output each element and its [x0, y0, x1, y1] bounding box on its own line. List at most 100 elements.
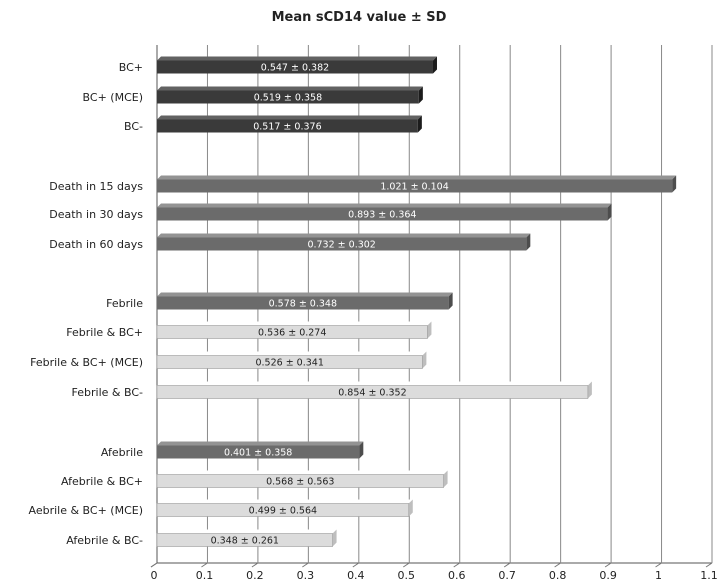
x-tick-label: 1.1	[700, 569, 718, 581]
bar-data-label: 0.854 ± 0.352	[338, 388, 406, 399]
category-label: Afebrile & BC+	[61, 475, 143, 488]
bar-group: 0.519 ± 0.358	[157, 86, 423, 104]
x-tick-label: 0.4	[347, 569, 365, 581]
bar-group: 0.568 ± 0.563	[156, 470, 448, 488]
bar-top-face	[157, 233, 531, 238]
bar-group: 0.578 ± 0.348	[157, 292, 453, 310]
category-label: Death in 30 days	[49, 208, 143, 221]
bar	[156, 355, 423, 369]
category-label: Febrile & BC+ (MCE)	[30, 356, 143, 369]
x-tick-label: 0.6	[448, 569, 466, 581]
tick-mark	[251, 562, 259, 568]
bar-data-label: 0.732 ± 0.302	[307, 240, 375, 251]
x-tick-label: 0	[151, 569, 158, 581]
tick-mark	[352, 562, 360, 568]
bar-top-face	[157, 292, 453, 297]
bar-side-face	[607, 203, 612, 221]
bar-data-label: 0.348 ± 0.261	[211, 536, 279, 547]
bar-group: 0.854 ± 0.352	[156, 381, 592, 399]
bar-side-face	[359, 441, 364, 459]
bar	[156, 474, 444, 488]
bar	[157, 296, 449, 310]
x-tick-label: 0.2	[246, 569, 264, 581]
category-label: Death in 60 days	[49, 238, 143, 251]
category-label: Febrile & BC-	[72, 386, 143, 399]
bar-group: 0.499 ± 0.564	[156, 499, 413, 517]
bar-side-face	[332, 529, 337, 547]
bar-data-label: 0.519 ± 0.358	[254, 93, 322, 104]
bar-data-label: 0.547 ± 0.382	[261, 63, 329, 74]
category-label: Afebrile & BC-	[66, 534, 143, 547]
category-label: BC+	[119, 61, 143, 74]
bar-side-face	[526, 233, 531, 251]
bar-top-face	[157, 175, 677, 180]
bar-data-label: 0.893 ± 0.364	[348, 210, 416, 221]
bar-side-face	[418, 86, 423, 104]
bar	[157, 179, 673, 193]
tick-mark	[402, 562, 410, 568]
x-tick-label: 1	[655, 569, 662, 581]
tick-mark	[150, 562, 158, 568]
bar	[157, 90, 419, 104]
bar-data-label: 0.578 ± 0.348	[269, 299, 337, 310]
tick-mark	[503, 562, 511, 568]
bar-group: 0.348 ± 0.261	[156, 529, 337, 547]
bar-data-label: 0.536 ± 0.274	[258, 328, 326, 339]
bar-side-face	[422, 351, 427, 369]
category-label: Afebrile	[101, 446, 143, 459]
bar-group: 1.021 ± 0.104	[157, 175, 677, 193]
bar-group: 0.401 ± 0.358	[157, 441, 364, 459]
bar-top-face	[157, 115, 422, 120]
category-label: Aebrile & BC+ (MCE)	[28, 504, 143, 517]
bar-side-face	[427, 321, 432, 339]
category-label: Febrile & BC+	[66, 326, 143, 339]
bar-top-face	[157, 499, 413, 504]
bar-side-face	[432, 56, 437, 74]
bar	[157, 60, 433, 74]
tick-mark	[453, 562, 461, 568]
bar-group: 0.517 ± 0.376	[157, 115, 422, 133]
bar-group: 0.732 ± 0.302	[157, 233, 531, 251]
category-label: BC+ (MCE)	[83, 91, 143, 104]
bar	[156, 533, 333, 547]
bar	[156, 325, 428, 339]
category-label: Febrile	[106, 297, 143, 310]
bar	[156, 385, 589, 399]
bar-side-face	[672, 175, 677, 193]
chart-title: Mean sCD14 value ± SD	[271, 10, 447, 25]
bar-side-face	[587, 381, 592, 399]
category-label: BC-	[124, 120, 143, 133]
bar-top-face	[157, 441, 364, 446]
bar-side-face	[443, 470, 448, 488]
tick-mark	[554, 562, 561, 568]
tick-mark	[655, 562, 662, 568]
tick-mark	[201, 562, 208, 568]
bar-top-face	[157, 470, 448, 475]
bar-top-face	[157, 203, 612, 208]
bar-side-face	[408, 499, 413, 517]
x-tick-label: 0.3	[297, 569, 315, 581]
bar-group: 0.536 ± 0.274	[156, 321, 432, 339]
bar	[157, 445, 360, 459]
bar	[157, 207, 608, 221]
bar-top-face	[157, 56, 437, 61]
bar-group: 0.526 ± 0.341	[156, 351, 427, 369]
bar	[156, 503, 410, 517]
bar-data-label: 0.401 ± 0.358	[224, 448, 292, 459]
x-tick-label: 0.1	[196, 569, 214, 581]
bar-group: 0.547 ± 0.382	[157, 56, 437, 74]
bar-top-face	[157, 86, 423, 91]
x-tick-label: 0.9	[599, 569, 617, 581]
tick-mark	[705, 562, 713, 568]
bar-side-face	[448, 292, 453, 310]
bar-data-label: 0.526 ± 0.341	[255, 358, 323, 369]
tick-mark	[604, 562, 612, 568]
bar-data-label: 0.517 ± 0.376	[253, 122, 321, 133]
tick-mark	[302, 562, 309, 568]
bar-group: 0.893 ± 0.364	[157, 203, 612, 221]
bar	[157, 237, 527, 251]
bar-data-label: 0.499 ± 0.564	[249, 506, 317, 517]
bar-top-face	[157, 351, 427, 356]
bar-top-face	[157, 321, 432, 326]
